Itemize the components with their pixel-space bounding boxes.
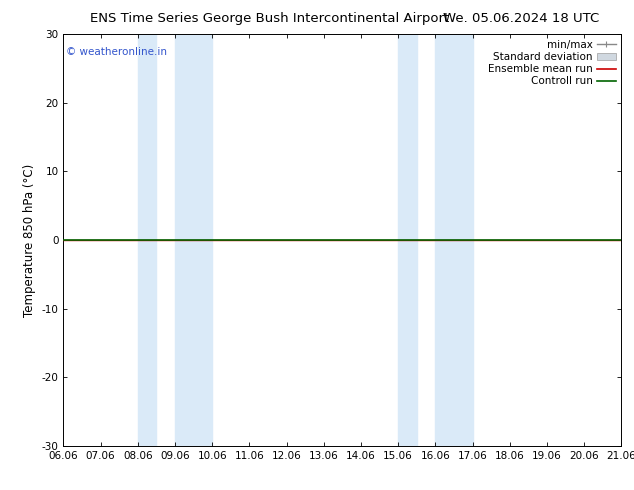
Legend: min/max, Standard deviation, Ensemble mean run, Controll run: min/max, Standard deviation, Ensemble me… [484, 36, 620, 91]
Bar [436, 34, 472, 446]
Y-axis label: Temperature 850 hPa (°C): Temperature 850 hPa (°C) [23, 164, 36, 317]
Text: We. 05.06.2024 18 UTC: We. 05.06.2024 18 UTC [443, 12, 599, 25]
Bar [138, 34, 157, 446]
Text: © weatheronline.in: © weatheronline.in [66, 47, 167, 57]
Bar [398, 34, 417, 446]
Bar [175, 34, 212, 446]
Text: ENS Time Series George Bush Intercontinental Airport: ENS Time Series George Bush Intercontine… [90, 12, 450, 25]
